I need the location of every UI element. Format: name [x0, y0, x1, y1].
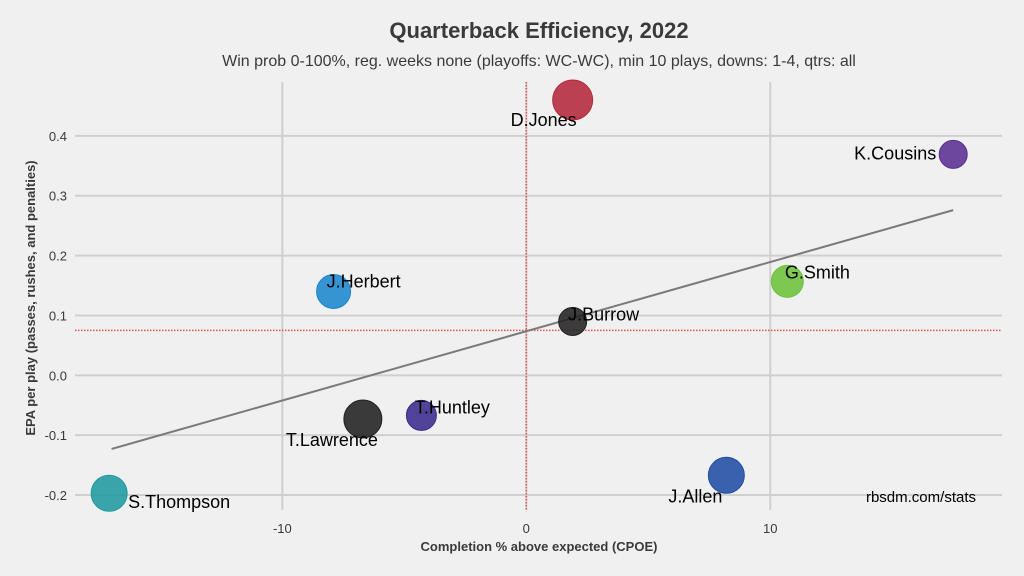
- y-tick-label: -0.2: [45, 488, 67, 503]
- y-tick-label: 0.4: [49, 129, 67, 144]
- chart-subtitle: Win prob 0-100%, reg. weeks none (playof…: [222, 53, 856, 70]
- points-layer: [90, 79, 968, 512]
- data-point-g-smith: [770, 264, 804, 298]
- data-point-j-burrow: [558, 306, 588, 336]
- x-tick-label: -10: [273, 521, 292, 536]
- point-label-j-allen: J.Allen: [668, 486, 722, 506]
- point-label-j-burrow: J.Burrow: [568, 304, 640, 324]
- data-point-s-thompson: [90, 474, 128, 512]
- x-axis-label: Completion % above expected (CPOE): [421, 539, 658, 554]
- data-point-t-lawrence: [343, 399, 383, 439]
- x-tick-label: 0: [523, 521, 530, 536]
- x-tick-label: 10: [763, 521, 777, 536]
- point-labels-layer: D.Jones K.Cousins J.Herbert G.Smith J.Burrow…: [128, 110, 936, 512]
- tick-labels-layer: -0.2 -0.1 0.0 0.1 0.2 0.3 0.4 -10 0 10: [45, 129, 778, 536]
- reference-lines: [75, 82, 1002, 510]
- point-label-t-huntley: T.Huntley: [415, 397, 490, 417]
- trend-line: [111, 209, 954, 450]
- y-tick-label: 0.3: [49, 189, 67, 204]
- point-label-d-jones: D.Jones: [511, 110, 577, 130]
- point-label-s-thompson: S.Thompson: [128, 492, 230, 512]
- y-tick-label: 0.0: [49, 368, 67, 383]
- grid-layer: [75, 82, 1002, 510]
- trend-line-layer: [111, 209, 954, 450]
- point-label-j-herbert: J.Herbert: [327, 272, 401, 292]
- data-point-t-huntley: [405, 399, 437, 431]
- data-point-d-jones: [552, 79, 594, 121]
- y-tick-label: -0.1: [45, 428, 67, 443]
- y-tick-label: 0.2: [49, 249, 67, 264]
- data-point-j-allen: [707, 456, 745, 494]
- credit-label: rbsdm.com/stats: [866, 489, 976, 506]
- point-label-g-smith: G.Smith: [785, 262, 850, 282]
- data-point-k-cousins: [938, 139, 968, 169]
- y-axis-label: EPA per play (passes, rushes, and penalt…: [23, 160, 38, 435]
- point-label-k-cousins: K.Cousins: [854, 143, 936, 163]
- chart-title: Quarterback Efficiency, 2022: [389, 18, 688, 43]
- data-point-j-herbert: [316, 274, 352, 310]
- point-label-t-lawrence: T.Lawrence: [286, 430, 378, 450]
- y-tick-label: 0.1: [49, 308, 67, 323]
